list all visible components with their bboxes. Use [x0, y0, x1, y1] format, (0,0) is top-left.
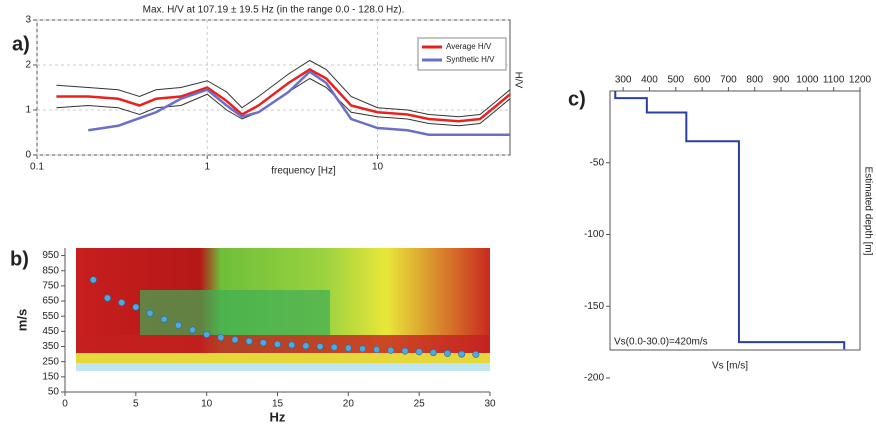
point: [358, 345, 366, 353]
y-tick-label: -100: [584, 229, 604, 240]
plot-frame: [609, 90, 861, 351]
x-tick-label: 30: [484, 399, 496, 410]
x-tick-label: 1: [204, 162, 210, 173]
y-tick-label: 50: [48, 387, 60, 398]
x-tick-label: 400: [641, 75, 658, 86]
point: [344, 344, 352, 352]
x-tick-label: 800: [746, 75, 763, 86]
y-tick-label: -150: [584, 301, 604, 312]
point: [443, 349, 451, 357]
panel-label: a): [12, 33, 30, 55]
data-line: [88, 70, 510, 136]
point: [89, 276, 97, 284]
point: [273, 340, 281, 348]
point: [132, 303, 140, 311]
point: [401, 347, 409, 355]
heatmap-background: [76, 248, 490, 371]
legend-label: Synthetic H/V: [446, 55, 495, 64]
point: [245, 337, 253, 345]
x-tick-label: 1100: [823, 75, 845, 86]
point: [217, 333, 225, 341]
panel-label: c): [568, 88, 586, 110]
y-tick-label: 950: [42, 250, 59, 261]
x-tick-label: 10: [372, 162, 384, 173]
data-line: [614, 91, 846, 350]
y-axis-label: m/s: [14, 309, 29, 331]
x-tick-label: 15: [272, 399, 284, 410]
legend-label: Average H/V: [446, 42, 492, 51]
point: [458, 350, 466, 358]
x-tick-label: 600: [694, 75, 711, 86]
point: [415, 348, 423, 356]
x-tick-label: 900: [773, 75, 790, 86]
y-tick-label: 3: [25, 15, 31, 26]
data-line: [56, 59, 511, 118]
x-tick-label: 10: [201, 399, 213, 410]
y-tick-label: 650: [42, 296, 59, 307]
x-axis-label: frequency [Hz]: [271, 166, 336, 177]
point: [259, 339, 267, 347]
x-tick-label: 0.1: [30, 162, 44, 173]
y-tick-label: 1: [25, 105, 31, 116]
point: [302, 342, 310, 350]
x-tick-label: 20: [343, 399, 355, 410]
y-tick-label: 550: [42, 311, 59, 322]
point: [288, 341, 296, 349]
x-tick-label: 1200: [849, 75, 872, 86]
y-tick-label: 750: [42, 281, 59, 292]
x-axis-label: Vs [m/s]: [712, 361, 748, 372]
x-tick-label: 300: [615, 75, 632, 86]
point: [146, 309, 154, 317]
legend-box: [417, 37, 507, 71]
panel-label: b): [10, 248, 29, 270]
point: [472, 350, 480, 358]
y-axis-label: Estimated depth [m]: [862, 167, 873, 256]
x-tick-label: 0: [62, 399, 68, 410]
y-tick-label: 850: [42, 265, 59, 276]
point: [118, 299, 126, 307]
x-axis-label: Hz: [270, 409, 286, 424]
data-line: [56, 68, 511, 123]
chart-title: Max. H/V at 107.19 ± 19.5 Hz (in the ran…: [143, 5, 405, 16]
point: [387, 346, 395, 354]
y-tick-label: 150: [42, 371, 59, 382]
point: [231, 336, 239, 344]
y-tick-label: 350: [42, 341, 59, 352]
x-tick-label: 500: [667, 75, 684, 86]
x-tick-label: 5: [133, 399, 139, 410]
point: [316, 343, 324, 351]
y-tick-label: -50: [590, 157, 605, 168]
y-tick-label: 0: [25, 150, 31, 161]
annotation: Vs(0.0-30.0)=420m/s: [614, 337, 708, 348]
y-tick-label: 450: [42, 326, 59, 337]
point: [373, 346, 381, 354]
x-tick-label: 1000: [796, 75, 819, 86]
y-tick-label: 250: [42, 356, 59, 367]
point: [203, 330, 211, 338]
point: [330, 343, 338, 351]
y-tick-label: 2: [25, 60, 31, 71]
x-tick-label: 700: [720, 75, 737, 86]
point: [160, 315, 168, 323]
x-tick-label: 25: [414, 399, 426, 410]
y-axis-label: H/V: [512, 72, 523, 89]
point: [189, 326, 197, 334]
point: [429, 349, 437, 357]
point: [174, 321, 182, 329]
y-tick-label: -200: [584, 373, 604, 384]
point: [104, 294, 112, 302]
